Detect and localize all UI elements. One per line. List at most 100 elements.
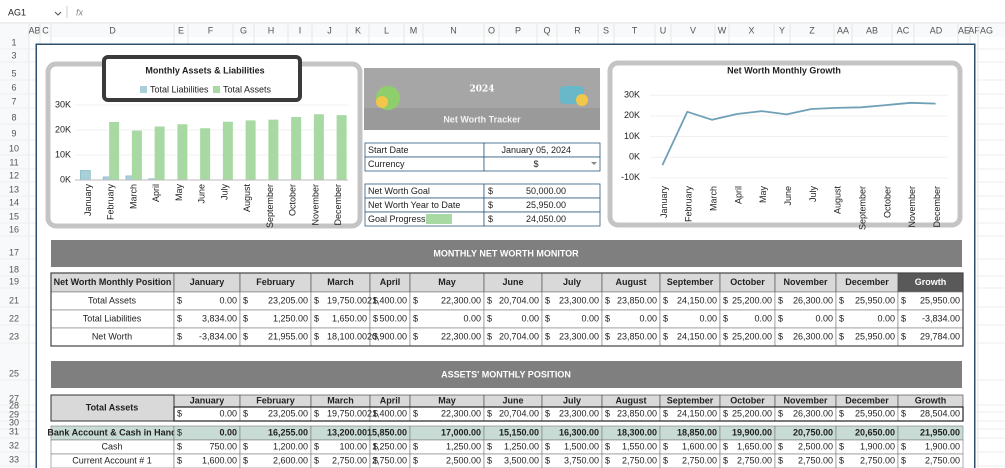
y-tick-label: 30K	[55, 99, 71, 109]
info-value: 24,050.00	[526, 214, 566, 224]
row-header: 28	[9, 400, 19, 410]
x-tick-label: May	[758, 186, 768, 204]
table-value: 13,200.00	[327, 427, 367, 437]
table-value: 1,650.00	[737, 441, 772, 451]
bar	[200, 128, 211, 180]
row-header: 13	[9, 184, 19, 194]
x-tick-label: June	[783, 186, 793, 206]
bar	[109, 121, 120, 180]
x-tick-label: April	[151, 184, 161, 202]
currency-symbol: $	[413, 313, 418, 323]
y-tick-label: 10K	[55, 149, 71, 159]
table-value: 25,950.00	[855, 408, 895, 418]
column-header: G	[240, 25, 247, 35]
table-value: 21,400.00	[367, 295, 407, 305]
table-header: April	[380, 395, 401, 405]
info-label: Start Date	[368, 145, 409, 155]
row-header: 15	[9, 211, 19, 221]
currency-symbol: $	[314, 455, 319, 465]
row-header: 11	[9, 157, 18, 167]
row-header: 33	[9, 454, 19, 464]
currency-symbol: $	[723, 295, 728, 305]
table-header: May	[438, 277, 456, 287]
currency-symbol: $	[605, 313, 610, 323]
currency-symbol: $	[413, 331, 418, 341]
chart-title: Monthly Assets & Liabilities	[145, 65, 264, 75]
name-box[interactable]: AG1	[8, 7, 26, 17]
table-value: 3,834.00	[202, 313, 237, 323]
bar	[131, 130, 142, 180]
table-value: 100.00	[339, 441, 367, 451]
table-value: 16,300.00	[559, 427, 599, 437]
x-tick-label: January	[83, 184, 93, 217]
x-tick-label: April	[733, 186, 743, 204]
column-header: AF	[968, 25, 980, 35]
tracker-year: 2024	[469, 85, 494, 95]
currency-symbol: $	[487, 408, 492, 418]
x-tick-label: November	[907, 186, 917, 228]
info-value: $	[533, 159, 538, 169]
table-header: August	[616, 277, 647, 287]
bar	[80, 170, 91, 181]
column-header: AC	[897, 25, 910, 35]
table-value: 2,750.00	[622, 455, 657, 465]
currency-symbol: $	[901, 441, 906, 451]
row-label: Current Account # 1	[72, 455, 152, 465]
tracker-title: Net Worth Tracker	[443, 114, 521, 124]
table-value: 21,950.00	[920, 427, 960, 437]
currency-symbol: $	[545, 331, 550, 341]
table-header: February	[256, 395, 295, 405]
table-value: 20,750.00	[793, 427, 833, 437]
info-value: 50,000.00	[526, 186, 566, 196]
currency-symbol: $	[243, 313, 248, 323]
x-tick-label: September	[265, 184, 275, 228]
table-value: 0.00	[581, 313, 599, 323]
currency-symbol: $	[723, 441, 728, 451]
x-tick-label: January	[659, 186, 669, 219]
table-value: 16,255.00	[268, 427, 308, 437]
bar	[222, 121, 233, 180]
currency-symbol: $	[487, 455, 492, 465]
row-header: 19	[9, 276, 19, 286]
table-header: July	[563, 395, 581, 405]
table-value: 29,784.00	[920, 331, 960, 341]
info-value: 25,950.00	[526, 200, 566, 210]
currency-symbol: $	[723, 331, 728, 341]
column-header: D	[109, 25, 116, 35]
currency-symbol: $	[605, 331, 610, 341]
row-header: 17	[9, 247, 19, 257]
currency-symbol: $	[413, 408, 418, 418]
name-box-arrow[interactable]	[54, 11, 62, 16]
table-value: 25,200.00	[732, 331, 772, 341]
currency-dropdown[interactable]	[591, 162, 597, 165]
table-value: 0.00	[463, 313, 481, 323]
currency-symbol: $	[605, 408, 610, 418]
table-value: 21,955.00	[268, 331, 308, 341]
currency-symbol: $	[901, 295, 906, 305]
currency-symbol: $	[243, 441, 248, 451]
currency-symbol: $	[413, 441, 418, 451]
table-value: 26,300.00	[793, 295, 833, 305]
table-value: 23,850.00	[617, 408, 657, 418]
net-worth-line	[661, 101, 936, 166]
currency-symbol: $	[545, 408, 550, 418]
info-label: Net Worth Goal	[368, 186, 430, 196]
currency-symbol: $	[663, 455, 668, 465]
table-value: 2,750.00	[332, 455, 367, 465]
table-value: 20,650.00	[855, 427, 895, 437]
x-tick-label: February	[106, 184, 116, 221]
table-header: October	[730, 277, 765, 287]
currency-symbol: $	[839, 455, 844, 465]
currency-symbol: $	[487, 441, 492, 451]
x-tick-label: December	[932, 186, 942, 228]
legend-swatch	[213, 86, 220, 93]
column-header: N	[450, 25, 457, 35]
currency-symbol: $	[314, 408, 319, 418]
table-value: 23,850.00	[617, 331, 657, 341]
currency-symbol: $	[413, 455, 418, 465]
currency-symbol: $	[663, 313, 668, 323]
x-tick-label: March	[708, 186, 718, 211]
currency-symbol: $	[901, 408, 906, 418]
table-value: 0.00	[219, 427, 237, 437]
table-value: 15,850.00	[367, 427, 407, 437]
